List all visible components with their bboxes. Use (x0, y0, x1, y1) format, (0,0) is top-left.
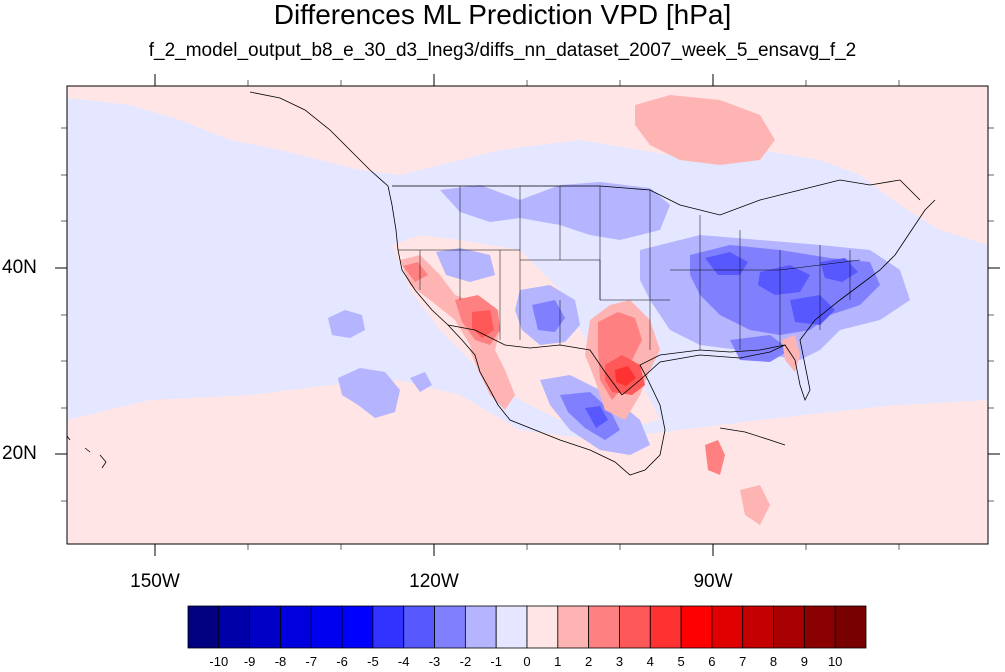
colorbar-box (310, 605, 343, 649)
cuba-outline (719, 427, 786, 446)
colorbar-tick-label: -3 (428, 654, 441, 669)
mexico-negative-core-2 (585, 406, 608, 428)
state-line-east (649, 190, 861, 350)
colorbar-tick-label: 9 (800, 654, 808, 669)
colorbar-box (557, 605, 590, 649)
colorbar-box (280, 605, 312, 649)
pacific-negative (328, 310, 365, 338)
caribbean-positive (740, 485, 770, 525)
colorbar-box (711, 605, 744, 649)
lat-label-20n: 20N (2, 443, 37, 464)
colorbar-tick-label: -8 (274, 654, 287, 669)
us-canada-border (392, 179, 921, 216)
light-negative-pacific (67, 180, 380, 395)
colorbar-box (742, 605, 774, 649)
colorbar-box (218, 605, 251, 649)
southeast-negative (790, 295, 835, 325)
state-line-west (398, 186, 520, 340)
colorbar-tick-label: -1 (490, 654, 502, 669)
north-america-coast (387, 185, 936, 476)
california-positive-core (403, 262, 428, 282)
colorbar-tick-label: 2 (584, 654, 593, 669)
colorbar-box (372, 605, 405, 649)
colorbar (187, 605, 867, 649)
colorbar-box (619, 605, 651, 649)
colorbar-box (834, 605, 867, 649)
colorbar-tick-label: -9 (243, 654, 256, 669)
canada-west-coast (249, 91, 389, 187)
colorbar-tick-label: 0 (523, 654, 531, 669)
colorbar-box (773, 605, 805, 649)
colorbar-tick-label: 5 (677, 654, 685, 669)
colorbar-box (464, 605, 497, 649)
pacific-negative-2 (338, 368, 400, 418)
colorbar-tick-label: -4 (397, 654, 410, 669)
colorbar-box (588, 605, 620, 649)
north-plains-negative (440, 182, 670, 240)
colorbar-tick-label: -5 (367, 654, 379, 669)
us-mexico-border (447, 324, 623, 396)
gulf-negative (730, 335, 790, 362)
pacific-negative-3 (410, 372, 432, 392)
texas-positive-core (615, 366, 636, 386)
axis-ticks (55, 74, 1000, 556)
colorbar-tick-label: 1 (554, 654, 562, 669)
colorbar-box (803, 605, 836, 649)
light-negative-southeast (780, 345, 988, 405)
colorbar-tick-label: 10 (827, 654, 843, 669)
colorbar-box (434, 605, 466, 649)
colorbar-tick-label: -7 (305, 654, 318, 669)
colorbar-tick-label: -2 (459, 654, 472, 669)
colorbar-box (526, 605, 559, 649)
colorbar-tick-label: 8 (769, 654, 778, 669)
hudson-bay-positive (635, 95, 775, 165)
map-title: Differences ML Prediction VPD [hPa] (273, 0, 732, 30)
colorbar-box (680, 605, 713, 649)
colorado-negative-core (532, 300, 565, 332)
state-boundaries (398, 186, 861, 350)
colorbar-tick-label: -10 (209, 654, 229, 669)
colorbar-tick-label: 4 (646, 654, 654, 669)
state-line-central (519, 186, 670, 345)
colorbar-tick-label: -6 (336, 654, 348, 669)
minor-ticks (61, 80, 994, 550)
lon-label-90w: 90W (693, 571, 733, 592)
colorbar-box (187, 605, 220, 649)
cuba-positive (705, 440, 725, 475)
lat-label-40n: 40N (2, 257, 37, 278)
ohio-valley-negative (705, 252, 748, 275)
coastlines (67, 91, 936, 476)
ohio-valley-negative-2 (758, 265, 810, 295)
lon-label-150w: 150W (130, 571, 180, 592)
colorbar-tick-label: 3 (615, 654, 624, 669)
baja-positive (470, 348, 505, 388)
nevada-negative (436, 248, 495, 282)
colorbar-box (495, 605, 528, 649)
colorbar-box (649, 605, 682, 649)
colorbar-box (403, 605, 435, 649)
gulf-coast (621, 344, 786, 396)
colorbar-box (341, 605, 374, 649)
colorbar-tick-label: 7 (739, 654, 747, 669)
map-subtitle: f_2_model_output_b8_e_30_d3_lneg3/diffs_… (148, 40, 857, 61)
colorbar-box (249, 605, 281, 649)
lon-label-120w: 120W (409, 571, 459, 592)
contour-fields (67, 86, 988, 544)
colorbar-tick-label: 6 (708, 654, 716, 669)
